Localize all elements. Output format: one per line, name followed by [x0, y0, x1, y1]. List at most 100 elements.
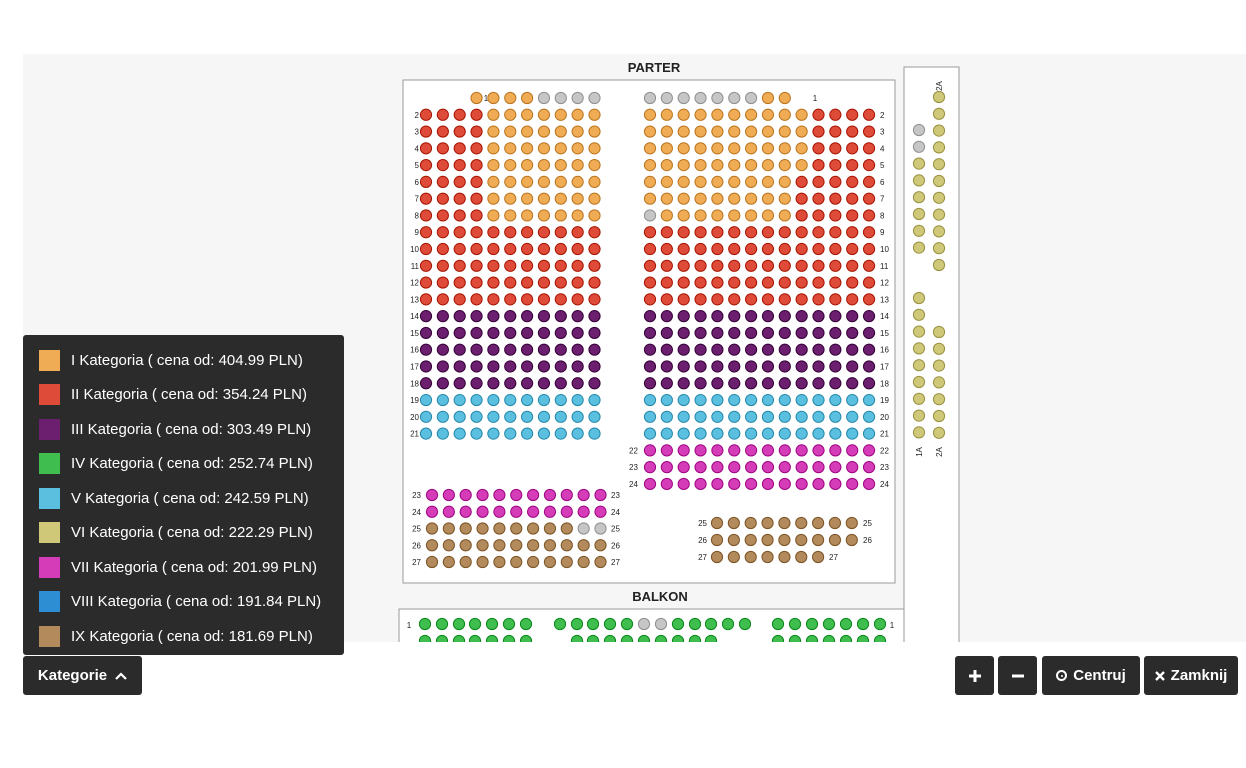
seat[interactable] — [771, 617, 785, 631]
seat[interactable] — [846, 377, 859, 390]
seat[interactable] — [846, 293, 859, 306]
seat[interactable] — [588, 226, 601, 239]
seat[interactable] — [912, 426, 926, 439]
seat[interactable] — [588, 192, 601, 205]
seat[interactable] — [677, 226, 690, 239]
seat[interactable] — [453, 159, 466, 172]
seat[interactable] — [487, 125, 500, 138]
seat[interactable] — [554, 377, 567, 390]
seat[interactable] — [761, 326, 775, 340]
seat[interactable] — [711, 477, 724, 491]
seat[interactable] — [487, 142, 500, 155]
seat[interactable] — [728, 310, 741, 323]
seat[interactable] — [778, 377, 791, 390]
seat[interactable] — [470, 427, 483, 440]
seat[interactable] — [677, 444, 690, 457]
seat[interactable] — [795, 276, 808, 289]
seat[interactable] — [711, 293, 724, 306]
seat[interactable] — [829, 209, 842, 222]
centruj-button[interactable]: Centruj — [1042, 656, 1140, 695]
seat[interactable] — [677, 125, 690, 138]
seat[interactable] — [812, 125, 825, 138]
seat[interactable] — [660, 360, 673, 373]
seat[interactable] — [554, 310, 567, 323]
seat[interactable] — [588, 427, 601, 440]
seat[interactable] — [504, 310, 517, 323]
seat[interactable] — [694, 377, 707, 390]
seat[interactable] — [829, 125, 842, 138]
seat[interactable] — [654, 634, 668, 642]
seat[interactable] — [654, 617, 668, 631]
seat[interactable] — [643, 393, 657, 407]
seat[interactable] — [862, 276, 876, 289]
seat[interactable] — [761, 427, 775, 440]
seat[interactable] — [812, 310, 825, 323]
seat[interactable] — [932, 359, 946, 372]
seat[interactable] — [711, 410, 724, 423]
seat[interactable] — [660, 226, 673, 239]
seat[interactable] — [812, 393, 825, 407]
seat[interactable] — [677, 209, 690, 222]
seat[interactable] — [728, 259, 741, 272]
seat[interactable] — [643, 293, 657, 306]
seat[interactable] — [728, 108, 741, 121]
seat[interactable] — [778, 343, 791, 356]
seat[interactable] — [504, 242, 517, 256]
seat[interactable] — [660, 326, 673, 340]
seat[interactable] — [419, 310, 433, 323]
seat[interactable] — [932, 141, 946, 154]
seat[interactable] — [728, 444, 741, 457]
seat[interactable] — [761, 310, 775, 323]
seat[interactable] — [846, 175, 859, 189]
seat[interactable] — [711, 393, 724, 407]
seat[interactable] — [795, 293, 808, 306]
seat[interactable] — [419, 326, 433, 340]
seat[interactable] — [761, 477, 775, 491]
seat[interactable] — [677, 310, 690, 323]
seat[interactable] — [660, 477, 673, 491]
seat[interactable] — [677, 242, 690, 256]
seat[interactable] — [795, 108, 808, 121]
seat[interactable] — [761, 125, 775, 138]
seat[interactable] — [571, 108, 584, 121]
seat[interactable] — [436, 310, 449, 323]
seat[interactable] — [704, 617, 718, 631]
seat[interactable] — [570, 617, 584, 631]
seat[interactable] — [487, 226, 500, 239]
seat[interactable] — [419, 427, 433, 440]
seat[interactable] — [745, 427, 758, 440]
seat[interactable] — [436, 326, 449, 340]
seat[interactable] — [805, 617, 819, 631]
seat[interactable] — [710, 550, 724, 564]
seat[interactable] — [571, 159, 584, 172]
seat[interactable] — [912, 241, 926, 254]
seat[interactable] — [554, 410, 567, 423]
seat[interactable] — [436, 142, 449, 155]
seat[interactable] — [778, 326, 791, 340]
seat[interactable] — [694, 175, 707, 189]
seat[interactable] — [554, 125, 567, 138]
seat[interactable] — [442, 539, 455, 552]
seat[interactable] — [727, 533, 740, 547]
seat[interactable] — [643, 242, 657, 256]
seat[interactable] — [694, 259, 707, 272]
seat[interactable] — [862, 427, 876, 440]
seat[interactable] — [571, 427, 584, 440]
seat[interactable] — [677, 410, 690, 423]
seat[interactable] — [761, 276, 775, 289]
seat[interactable] — [643, 427, 657, 440]
seat[interactable] — [537, 343, 551, 356]
seat[interactable] — [425, 522, 439, 535]
seat[interactable] — [912, 224, 926, 237]
seat[interactable] — [694, 242, 707, 256]
seat[interactable] — [425, 555, 439, 569]
seat[interactable] — [660, 175, 673, 189]
seat[interactable] — [521, 175, 534, 189]
seat[interactable] — [778, 159, 791, 172]
seat[interactable] — [856, 634, 870, 642]
seat[interactable] — [436, 159, 449, 172]
seat[interactable] — [493, 488, 506, 502]
seat[interactable] — [571, 175, 584, 189]
seat[interactable] — [846, 276, 859, 289]
